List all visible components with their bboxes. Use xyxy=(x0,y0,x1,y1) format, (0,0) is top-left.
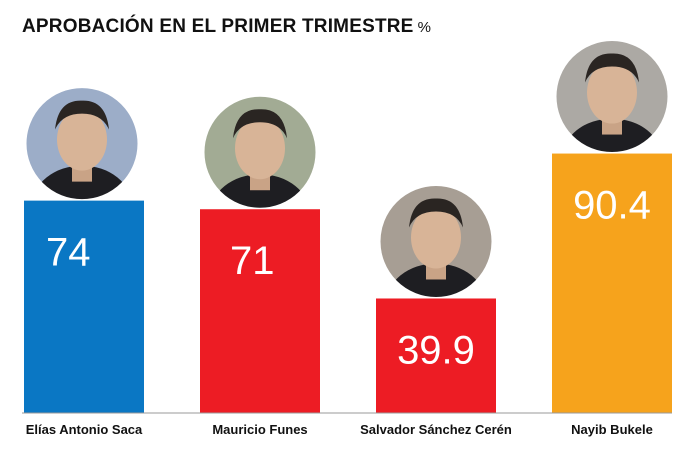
portrait-shoulders xyxy=(386,263,486,298)
bar-value-label: 71 xyxy=(230,239,275,283)
chart-title-text: APROBACIÓN EN EL PRIMER TRIMESTRE xyxy=(22,16,414,37)
chart-title: APROBACIÓN EN EL PRIMER TRIMESTRE% xyxy=(22,16,431,38)
portrait-photo-icon xyxy=(555,40,669,154)
portrait-face xyxy=(411,206,461,269)
portrait-shoulders xyxy=(32,165,132,200)
portrait-hair xyxy=(233,109,287,139)
portrait-ring xyxy=(25,87,139,201)
category-label: Salvador Sánchez Cerén xyxy=(360,422,512,437)
portrait-photo-icon xyxy=(25,87,139,201)
portrait-photo-icon xyxy=(379,184,493,298)
category-label: Nayib Bukele xyxy=(571,422,653,437)
bar xyxy=(552,153,672,413)
portrait-hair xyxy=(409,198,463,228)
bar-value-label: 74 xyxy=(46,231,91,275)
portrait-figure xyxy=(204,96,316,209)
bar-value-label: 90.4 xyxy=(573,184,651,228)
portrait-ring xyxy=(555,40,669,154)
portrait-ring xyxy=(379,184,493,298)
bar-group: 39.9 Salvador Sánchez Cerén xyxy=(360,184,512,437)
portrait-hair xyxy=(55,100,109,130)
bar-value-label: 39.9 xyxy=(397,328,475,372)
portrait-figure xyxy=(556,40,668,153)
category-label: Elías Antonio Saca xyxy=(26,422,143,437)
bar xyxy=(200,209,320,413)
portrait-face xyxy=(235,117,285,180)
portrait-face xyxy=(57,108,107,171)
category-label: Mauricio Funes xyxy=(212,422,307,437)
bar-group: 74 Elías Antonio Saca xyxy=(24,87,144,437)
portrait-figure xyxy=(380,185,492,298)
bar xyxy=(24,200,144,413)
portrait-hair xyxy=(585,53,639,83)
chart-unit: % xyxy=(417,19,432,36)
portrait-ring xyxy=(203,95,317,209)
portrait-shoulders xyxy=(562,118,662,153)
bar-group: 71 Mauricio Funes xyxy=(200,95,320,437)
portrait-figure xyxy=(26,87,138,200)
bar xyxy=(376,298,496,413)
portrait-face xyxy=(587,61,637,124)
portrait-shoulders xyxy=(210,174,310,209)
portrait-photo-icon xyxy=(203,95,317,209)
bar-group: 90.4 Nayib Bukele xyxy=(552,40,672,437)
